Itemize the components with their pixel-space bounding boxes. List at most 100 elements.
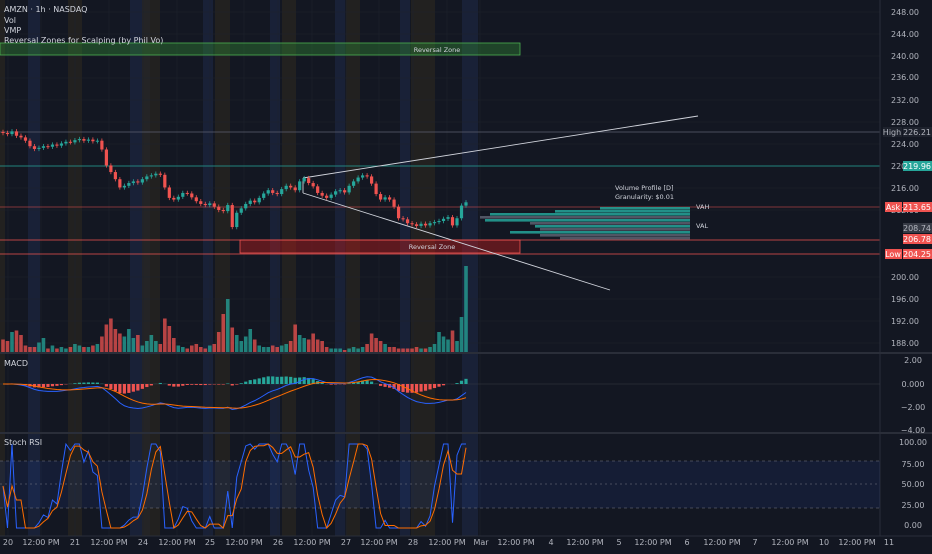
- macd-histogram-bar: [82, 383, 85, 384]
- volume-bar: [284, 344, 288, 353]
- volume-bar: [244, 337, 248, 354]
- volume-bar: [370, 334, 374, 354]
- candle-body: [226, 205, 229, 211]
- volume-bar: [136, 335, 140, 353]
- macd-histogram-bar: [208, 384, 211, 385]
- price-tick: 244.00: [891, 30, 919, 39]
- candle-body: [451, 217, 454, 225]
- candle-body: [118, 179, 121, 187]
- volume-bar: [145, 341, 149, 353]
- price-tick: 224.00: [891, 140, 919, 149]
- time-tick: 12:00 PM: [703, 538, 740, 547]
- volume-bar: [105, 325, 109, 354]
- chart-title[interactable]: AMZN · 1h · NASDAQ: [4, 5, 87, 14]
- candle-body: [204, 204, 207, 205]
- macd-histogram-bar: [262, 377, 265, 384]
- time-tick: 12:00 PM: [90, 538, 127, 547]
- macd-histogram-bar: [244, 382, 247, 384]
- macd-histogram-bar: [235, 384, 238, 385]
- session-band: [28, 0, 40, 536]
- candle-body: [330, 195, 333, 198]
- volume-bar: [208, 346, 212, 354]
- volume-profile-row: [555, 210, 690, 213]
- macd-histogram-bar: [217, 384, 220, 385]
- candle-body: [15, 131, 18, 135]
- volume-bar: [132, 338, 136, 353]
- candle-body: [235, 213, 238, 227]
- candle-body: [1, 132, 4, 133]
- time-tick: 6: [684, 538, 689, 547]
- volume-bar: [298, 335, 302, 353]
- candle-body: [10, 131, 13, 134]
- macd-histogram-bar: [280, 377, 283, 384]
- volume-bar: [307, 340, 311, 354]
- volume-bar: [257, 346, 261, 354]
- volume-bar: [141, 346, 145, 354]
- time-tick: 12:00 PM: [771, 538, 808, 547]
- macd-histogram-bar: [136, 384, 139, 391]
- macd-histogram-bar: [285, 376, 288, 384]
- macd-histogram-bar: [159, 383, 162, 384]
- candle-body: [366, 175, 369, 176]
- volume-bar: [109, 319, 113, 354]
- candle-body: [433, 222, 436, 223]
- candle-body: [24, 137, 27, 140]
- macd-histogram-bar: [109, 384, 112, 389]
- volume-bar: [118, 334, 122, 354]
- macd-histogram-bar: [46, 384, 49, 387]
- macd-histogram-bar: [199, 384, 202, 385]
- candle-body: [141, 179, 144, 182]
- candle-body: [159, 174, 162, 175]
- indicator-reversal-zones[interactable]: Reversal Zones for Scalping (by Phil Vo): [4, 36, 163, 45]
- volume-bar: [289, 341, 293, 353]
- volume-bar: [172, 338, 176, 353]
- volume-bar: [253, 340, 257, 354]
- candle-body: [78, 139, 81, 140]
- volume-bar: [15, 331, 19, 354]
- candle-body: [294, 187, 297, 190]
- macd-title[interactable]: MACD: [4, 359, 28, 368]
- reversal-zone-bottom[interactable]: [240, 240, 520, 253]
- volume-bar: [239, 341, 243, 353]
- time-tick: 12:00 PM: [428, 538, 465, 547]
- macd-histogram-bar: [145, 384, 148, 387]
- vah-label: VAH: [696, 203, 709, 211]
- candle-body: [343, 190, 346, 192]
- macd-histogram-bar: [289, 377, 292, 384]
- candle-body: [73, 140, 76, 142]
- candle-body: [262, 194, 265, 198]
- time-tick: 25: [205, 538, 215, 547]
- indicator-vol[interactable]: Vol: [4, 16, 16, 25]
- candle-body: [379, 194, 382, 200]
- stoch-tick: 0.00: [904, 521, 922, 530]
- macd-histogram-bar: [42, 384, 45, 387]
- macd-histogram-bar: [105, 384, 108, 387]
- time-tick: Mar: [473, 538, 489, 547]
- candle-body: [69, 142, 72, 143]
- macd-histogram-bar: [87, 382, 90, 384]
- indicator-vmp[interactable]: VMP: [4, 26, 21, 35]
- candle-body: [424, 224, 427, 226]
- candle-body: [276, 193, 279, 194]
- candle-body: [91, 140, 94, 142]
- candle-body: [199, 201, 202, 204]
- macd-histogram-bar: [114, 384, 117, 391]
- volume-bar: [320, 341, 324, 353]
- candle-body: [312, 183, 315, 186]
- macd-histogram-bar: [366, 381, 369, 384]
- stoch-title[interactable]: Stoch RSI: [4, 438, 42, 447]
- time-tick: 4: [548, 538, 553, 547]
- macd-histogram-bar: [204, 384, 207, 385]
- volume-bar: [293, 325, 297, 354]
- candle-body: [60, 143, 63, 145]
- price-tick: 200.00: [891, 273, 919, 282]
- volume-bar: [446, 340, 450, 354]
- volume-bar: [190, 346, 194, 354]
- candle-body: [28, 141, 31, 147]
- volume-bar: [1, 340, 5, 354]
- price-tick: 196.00: [891, 295, 919, 304]
- volume-bar: [100, 337, 104, 354]
- marker-support-value: 206.78: [903, 235, 931, 244]
